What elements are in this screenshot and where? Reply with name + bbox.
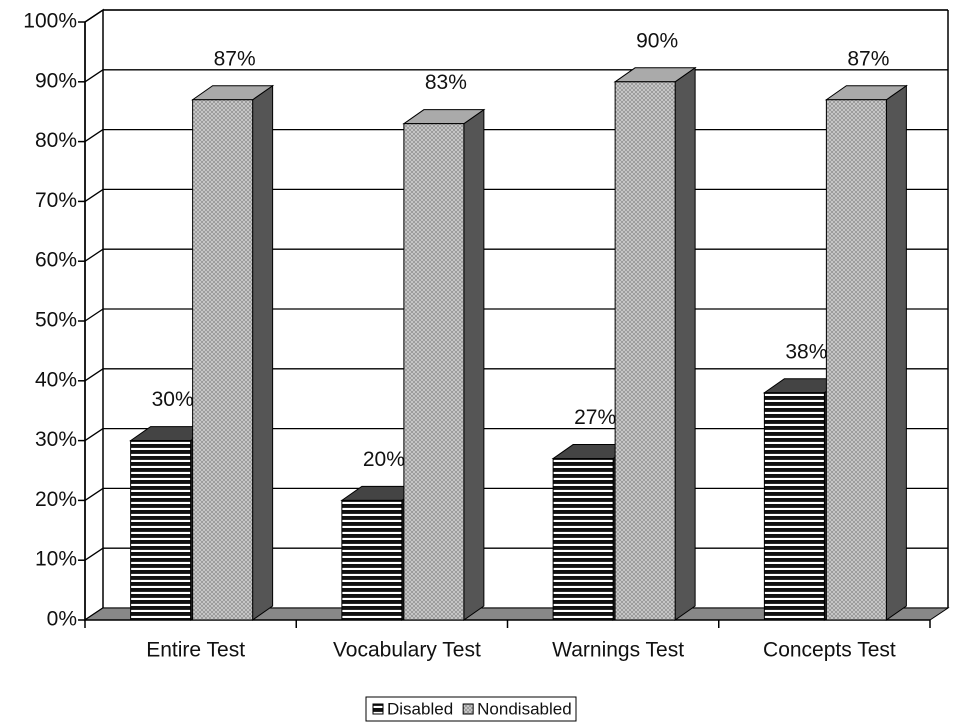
value-label: 83% [425,71,467,94]
y-tick-label: 90% [35,69,77,92]
y-tick-label: 60% [35,249,77,272]
grid-line [84,428,104,442]
value-label: 38% [785,340,827,363]
value-label: 20% [363,448,405,471]
y-tick-label: 70% [35,189,77,212]
y-tick-label: 50% [35,309,77,332]
value-label: 90% [636,29,678,52]
y-tick-label: 0% [47,608,77,631]
value-label: 87% [214,47,256,70]
bar-front [130,440,192,621]
grid-line [84,308,104,322]
legend-label: Nondisabled [477,699,572,718]
value-label: 27% [574,406,616,429]
y-tick-label: 40% [35,368,77,391]
grid-line [84,248,104,262]
bar-front [614,81,676,621]
bar-side [252,84,274,621]
bar-side [885,84,907,621]
grid-line [84,69,104,83]
bar [824,84,908,621]
bar-side [463,108,485,621]
legend-label: Disabled [387,699,453,718]
bar-front [763,392,825,621]
y-tick-label: 100% [23,10,77,33]
y-tick-label: 20% [35,488,77,511]
x-tick-label: Warnings Test [552,639,684,662]
grid-line [84,188,104,202]
bar-front [341,499,403,621]
x-tick-label: Entire Test [146,639,245,662]
x-tick-label: Concepts Test [763,639,896,662]
bar [402,108,486,621]
y-tick-label: 80% [35,129,77,152]
x-tick-label: Vocabulary Test [333,639,481,662]
bar [191,84,275,621]
bar-front [403,123,465,621]
value-label: 87% [847,47,889,70]
y-tick-label: 10% [35,548,77,571]
grid-line [84,368,104,382]
bar-side [674,66,696,621]
grid-line [84,487,104,501]
bar-front [825,99,887,621]
value-label: 30% [152,388,194,411]
grid-line [84,9,104,23]
grid-line [84,129,104,143]
y-tick-label: 30% [35,428,77,451]
bar-front [552,458,614,621]
legend-swatch [462,703,474,715]
legend-swatch [372,703,384,715]
bar-front [192,99,254,621]
grid-line [84,547,104,561]
bar [613,66,697,621]
